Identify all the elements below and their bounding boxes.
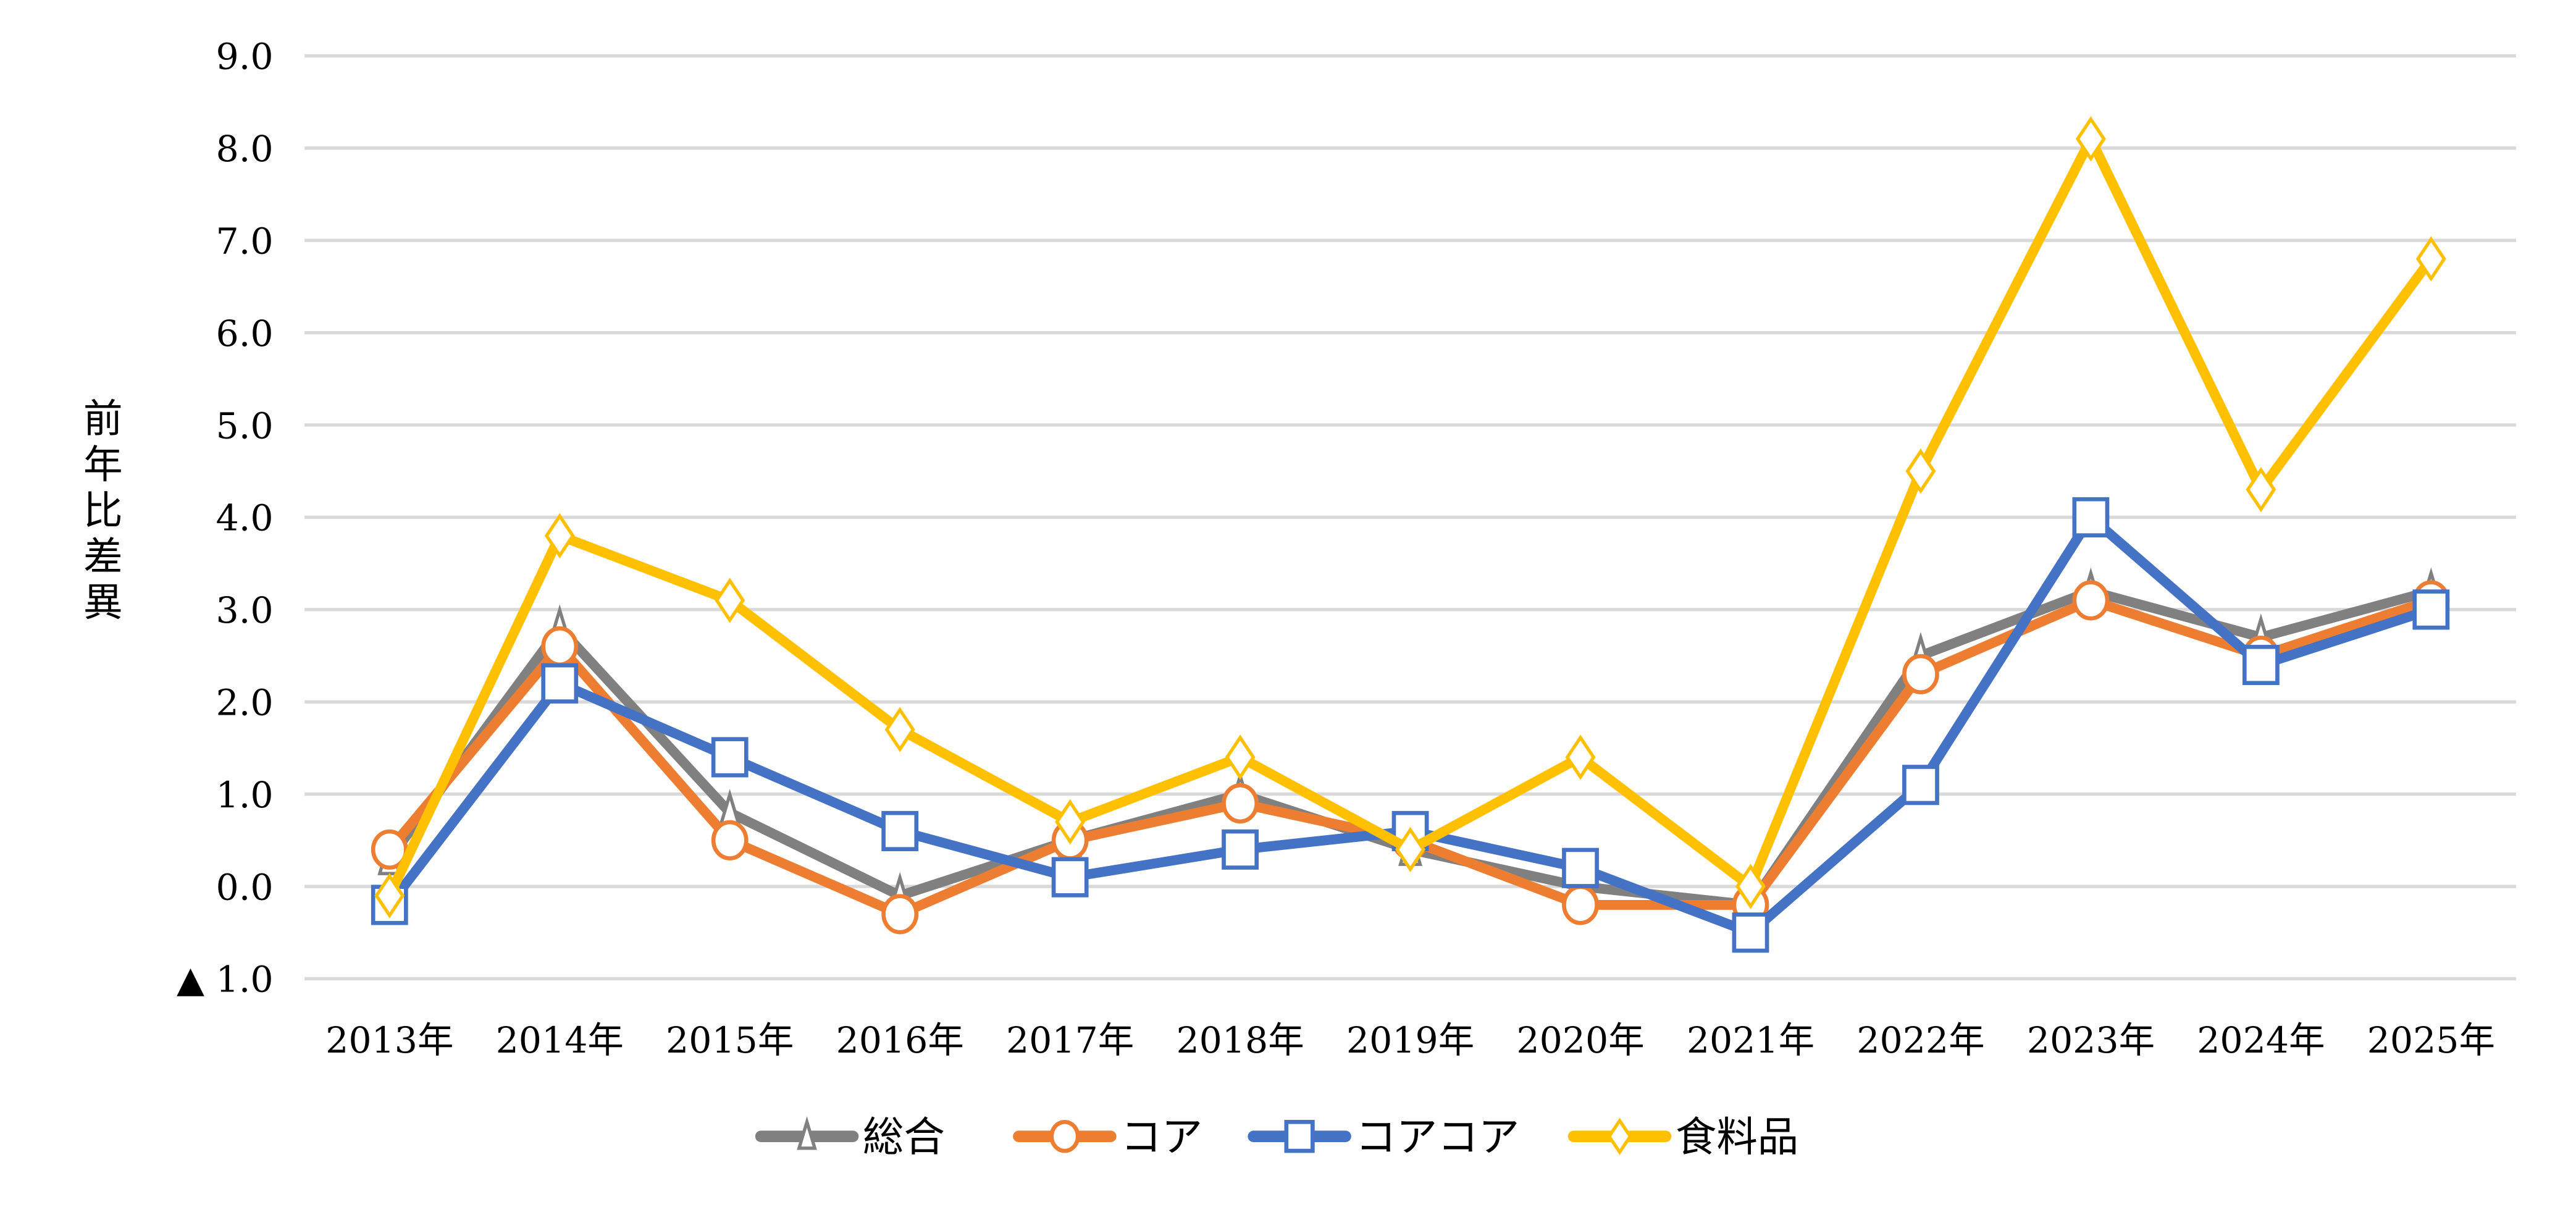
square-marker — [1902, 765, 1939, 805]
x-tick-label: 2017年 — [1006, 1019, 1134, 1061]
diamond-marker — [1225, 734, 1256, 780]
circle-marker — [1562, 885, 1599, 925]
diamond-marker — [2075, 116, 2106, 162]
square-marker — [2072, 497, 2110, 537]
diamond-marker — [374, 873, 405, 919]
y-tick-label: 0.0 — [216, 866, 274, 908]
diamond-marker — [1607, 1117, 1632, 1155]
diamond-marker — [715, 578, 745, 623]
circle-marker — [541, 626, 579, 667]
gridlines — [304, 54, 2517, 981]
y-tick-label: 5.0 — [216, 405, 274, 447]
legend-label: 食料品 — [1676, 1113, 1798, 1161]
x-tick-label: 2016年 — [836, 1019, 964, 1061]
x-tick-label: 2014年 — [496, 1019, 624, 1061]
diamond-marker — [1735, 864, 1766, 909]
x-tick-label: 2023年 — [2027, 1019, 2155, 1061]
y-tick-label: 8.0 — [216, 128, 274, 170]
diamond-marker — [1055, 799, 1086, 845]
square-marker — [1562, 847, 1599, 888]
legend-item-0: 総合 — [755, 1113, 945, 1161]
y-tick-label: 4.0 — [216, 497, 274, 539]
diamond-marker — [884, 707, 915, 752]
diamond-marker — [2246, 466, 2276, 513]
x-tick-label: 2020年 — [1516, 1019, 1644, 1061]
y-tick-label: 1.0 — [216, 774, 274, 816]
x-tick-label: 2013年 — [325, 1019, 453, 1061]
y-tick-label: 7.0 — [216, 220, 274, 262]
x-tick-label: 2024年 — [2197, 1019, 2325, 1061]
diamond-marker — [2415, 236, 2446, 282]
square-marker — [2242, 644, 2280, 686]
square-marker — [1222, 829, 1259, 870]
triangle-marker — [797, 1116, 817, 1150]
x-tick-label: 2022年 — [1856, 1019, 1984, 1061]
legend-item-3: 食料品 — [1567, 1113, 1798, 1161]
square-marker — [541, 663, 579, 704]
legend-label: 総合 — [863, 1113, 945, 1161]
circle-marker — [881, 894, 919, 935]
diamond-marker — [1905, 448, 1936, 494]
x-axis-ticks: 2013年 2014年 2015年 2016年 2017年 2018年 2019年 2020年… — [325, 1019, 2495, 1061]
series-2 — [371, 497, 2450, 953]
square-marker — [711, 737, 749, 778]
legend-item-2: コアコア — [1248, 1113, 1519, 1161]
y-axis-label: 前年比差異 — [77, 397, 122, 627]
square-marker — [881, 810, 919, 851]
circle-marker — [1222, 783, 1259, 824]
series-group — [371, 116, 2450, 953]
legend: 総合 コア コアコア 食料品 — [755, 1113, 1798, 1161]
legend-label: コア — [1120, 1113, 1202, 1161]
x-tick-label: 2025年 — [2367, 1019, 2495, 1061]
y-tick-label: 6.0 — [216, 313, 274, 355]
y-tick-label: 3.0 — [216, 589, 274, 631]
circle-marker — [711, 820, 749, 860]
diamond-marker — [1565, 734, 1596, 780]
x-tick-label: 2021年 — [1687, 1019, 1815, 1061]
circle-marker — [1049, 1119, 1080, 1153]
x-tick-label: 2018年 — [1176, 1019, 1304, 1061]
x-tick-label: 2019年 — [1346, 1019, 1474, 1061]
y-tick-label: ▲ 1.0 — [177, 959, 274, 1001]
circle-marker — [1902, 654, 1939, 694]
y-tick-label: 2.0 — [216, 682, 274, 724]
square-marker — [1732, 912, 1769, 953]
x-tick-label: 2015年 — [666, 1019, 794, 1061]
y-axis-ticks: 9.0 8.0 7.0 6.0 5.0 4.0 3.0 2.0 1.0 0.0 ▲ 1.0 — [177, 36, 274, 1001]
legend-item-1: コア — [1013, 1113, 1202, 1161]
series-3 — [374, 116, 2446, 919]
square-marker — [1051, 857, 1089, 898]
circle-marker — [2072, 580, 2110, 621]
legend-label: コアコア — [1355, 1113, 1519, 1161]
square-marker — [1284, 1119, 1315, 1153]
diamond-marker — [544, 513, 575, 559]
y-tick-label: 9.0 — [216, 36, 274, 78]
square-marker — [2412, 589, 2450, 630]
diamond-marker — [1395, 826, 1426, 872]
